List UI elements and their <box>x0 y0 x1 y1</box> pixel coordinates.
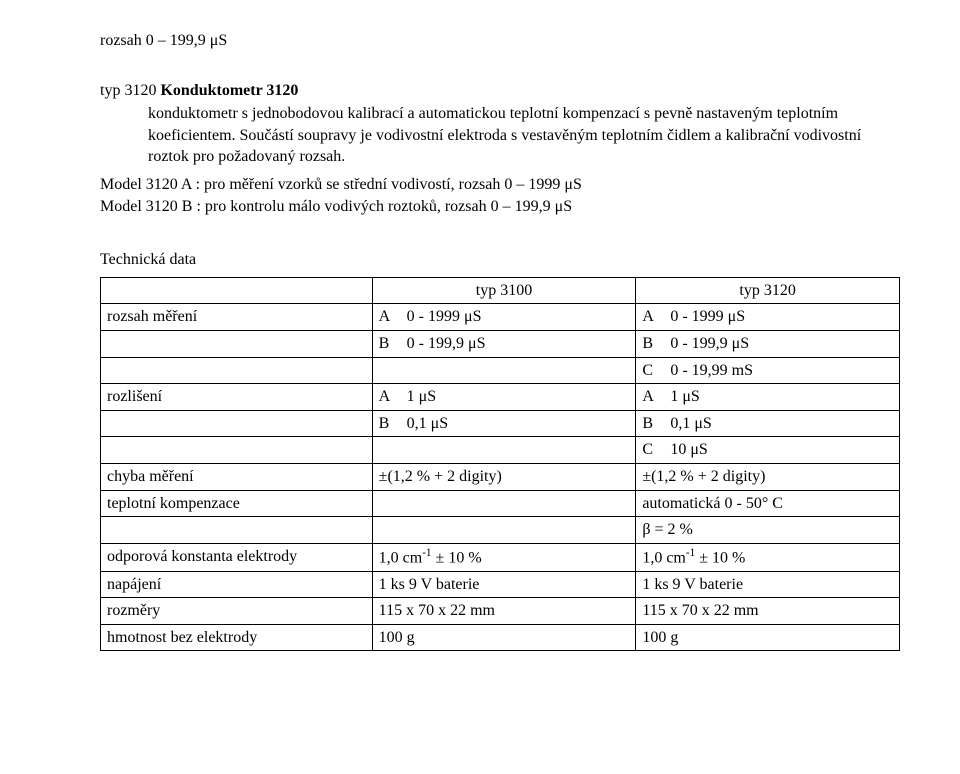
cell-label: rozměry <box>101 598 373 625</box>
value: 1 μS <box>407 386 630 408</box>
cell-value: B0 - 199,9 μS <box>372 330 636 357</box>
cell-value: 100 g <box>636 624 900 651</box>
table-row: β = 2 % <box>101 517 900 544</box>
cell-value: C10 μS <box>636 437 900 464</box>
value: 10 μS <box>670 439 893 461</box>
letter: A <box>379 306 407 328</box>
cell-label: chyba měření <box>101 463 373 490</box>
cell-value: B0 - 199,9 μS <box>636 330 900 357</box>
letter: C <box>642 360 670 382</box>
value-post: ± 10 % <box>432 549 482 566</box>
table-header-row: typ 3100 typ 3120 <box>101 277 900 304</box>
cell-value <box>372 357 636 384</box>
header-col2: typ 3120 <box>636 277 900 304</box>
heading-prefix: typ 3120 <box>100 82 160 99</box>
letter: B <box>379 413 407 435</box>
cell-value: 100 g <box>372 624 636 651</box>
value: 0 - 199,9 μS <box>670 333 893 355</box>
cell-value: A0 - 1999 μS <box>372 304 636 331</box>
cell-value: B0,1 μS <box>636 410 900 437</box>
cell-value: B0,1 μS <box>372 410 636 437</box>
value-pre: 1,0 cm <box>379 549 423 566</box>
table-row: odporová konstanta elektrody 1,0 cm-1 ± … <box>101 543 900 571</box>
cell-label: napájení <box>101 571 373 598</box>
value: 0,1 μS <box>407 413 630 435</box>
table-row: rozměry 115 x 70 x 22 mm 115 x 70 x 22 m… <box>101 598 900 625</box>
value: 1 μS <box>670 386 893 408</box>
value-sup: -1 <box>686 547 695 559</box>
model-b-line: Model 3120 B : pro kontrolu málo vodivýc… <box>100 196 900 218</box>
description-line2: Součástí soupravy je vodivostní elektrod… <box>148 127 861 166</box>
cell-value: ±(1,2 % + 2 digity) <box>372 463 636 490</box>
cell-value: ±(1,2 % + 2 digity) <box>636 463 900 490</box>
cell-value: A0 - 1999 μS <box>636 304 900 331</box>
header-empty <box>101 277 373 304</box>
table-row: teplotní kompenzace automatická 0 - 50° … <box>101 490 900 517</box>
cell-value: 1 ks 9 V baterie <box>636 571 900 598</box>
letter: A <box>379 386 407 408</box>
header-col1: typ 3100 <box>372 277 636 304</box>
cell-value <box>372 490 636 517</box>
cell-label <box>101 437 373 464</box>
value: 0 - 19,99 mS <box>670 360 893 382</box>
cell-label: rozlišení <box>101 384 373 411</box>
cell-value <box>372 517 636 544</box>
letter: B <box>642 413 670 435</box>
model-a-line: Model 3120 A : pro měření vzorků se stře… <box>100 174 900 196</box>
letter: B <box>642 333 670 355</box>
value: 0 - 199,9 μS <box>407 333 630 355</box>
letter: C <box>642 439 670 461</box>
cell-label: teplotní kompenzace <box>101 490 373 517</box>
cell-label <box>101 330 373 357</box>
cell-value: C0 - 19,99 mS <box>636 357 900 384</box>
range-line: rozsah 0 – 199,9 μS <box>100 30 900 52</box>
letter: B <box>379 333 407 355</box>
cell-value: 115 x 70 x 22 mm <box>372 598 636 625</box>
value-post: ± 10 % <box>695 549 745 566</box>
table-row: chyba měření ±(1,2 % + 2 digity) ±(1,2 %… <box>101 463 900 490</box>
table-row: B0,1 μS B0,1 μS <box>101 410 900 437</box>
cell-value: 1 ks 9 V baterie <box>372 571 636 598</box>
table-row: hmotnost bez elektrody 100 g 100 g <box>101 624 900 651</box>
cell-value: automatická 0 - 50° C <box>636 490 900 517</box>
table-row: rozsah měření A0 - 1999 μS A0 - 1999 μS <box>101 304 900 331</box>
cell-label <box>101 517 373 544</box>
cell-label: odporová konstanta elektrody <box>101 543 373 571</box>
table-row: napájení 1 ks 9 V baterie 1 ks 9 V bater… <box>101 571 900 598</box>
cell-value <box>372 437 636 464</box>
tech-data-title: Technická data <box>100 249 900 271</box>
tech-data-table: typ 3100 typ 3120 rozsah měření A0 - 199… <box>100 277 900 652</box>
table-row: C10 μS <box>101 437 900 464</box>
cell-label <box>101 410 373 437</box>
product-heading: typ 3120 Konduktometr 3120 <box>100 80 900 102</box>
value: 0 - 1999 μS <box>670 306 893 328</box>
value: 0,1 μS <box>670 413 893 435</box>
cell-value: 115 x 70 x 22 mm <box>636 598 900 625</box>
cell-label: hmotnost bez elektrody <box>101 624 373 651</box>
cell-value: A1 μS <box>372 384 636 411</box>
cell-value: A1 μS <box>636 384 900 411</box>
table-row: C0 - 19,99 mS <box>101 357 900 384</box>
value-pre: 1,0 cm <box>642 549 686 566</box>
cell-label: rozsah měření <box>101 304 373 331</box>
table-row: rozlišení A1 μS A1 μS <box>101 384 900 411</box>
value: 0 - 1999 μS <box>407 306 630 328</box>
heading-bold: Konduktometr 3120 <box>160 82 298 99</box>
cell-value: β = 2 % <box>636 517 900 544</box>
cell-label <box>101 357 373 384</box>
cell-value: 1,0 cm-1 ± 10 % <box>372 543 636 571</box>
description-paragraph: konduktometr s jednobodovou kalibrací a … <box>100 103 900 168</box>
letter: A <box>642 306 670 328</box>
letter: A <box>642 386 670 408</box>
table-row: B0 - 199,9 μS B0 - 199,9 μS <box>101 330 900 357</box>
cell-value: 1,0 cm-1 ± 10 % <box>636 543 900 571</box>
value-sup: -1 <box>422 547 431 559</box>
